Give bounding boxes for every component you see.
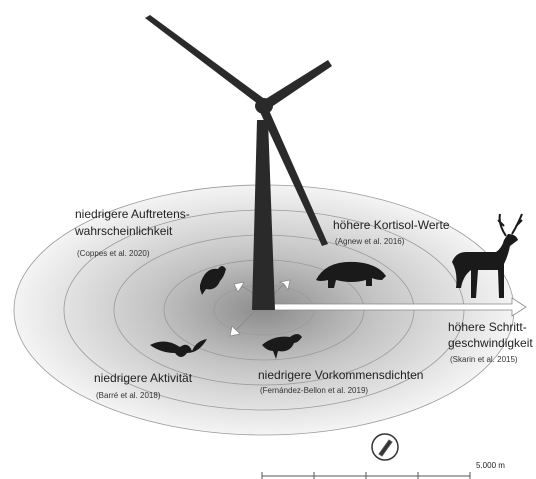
citation: (Fernández-Bellon et al. 2019) [260,386,368,395]
effect-label: höhere Kortisol-Werte [333,218,450,232]
diagram: 5.000 m niedrigere Auftretens- wahrschei… [0,0,536,479]
effect-label: höhere Schritt- [448,320,527,334]
effect-label: geschwindigkeit [448,336,533,350]
effect-label: niedrigere Vorkommensdichten [258,368,423,382]
citation: (Barré et al. 2018) [96,391,161,400]
citation: (Coppes et al. 2020) [77,249,150,258]
citation: (Agnew et al. 2016) [335,237,405,246]
effect-label: niedrigere Aktivität [94,371,193,385]
scale-label: 5.000 m [476,461,505,470]
effect-label: niedrigere Auftretens- [75,207,190,221]
effect-label: wahrscheinlichkeit [74,224,173,238]
citation: (Skarin et al. 2015) [450,355,518,364]
